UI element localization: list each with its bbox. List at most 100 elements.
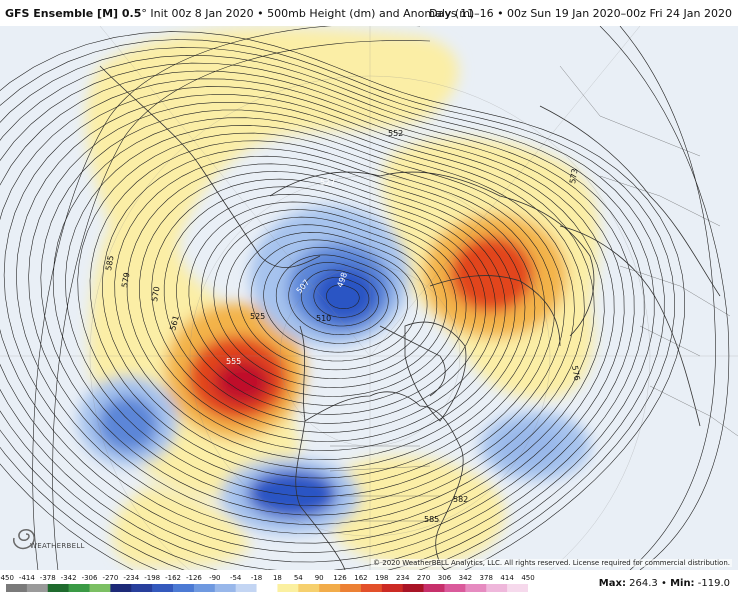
height-contour-line (28, 102, 595, 525)
logo-wordmark: WEATHERBELL (30, 542, 85, 550)
greenland-coastline (404, 321, 467, 422)
meridian-a (99, 26, 371, 357)
contour-label-573: 573 (568, 168, 580, 185)
height-contour-line (0, 31, 686, 570)
negative-anomaly-western-us-core (247, 470, 337, 518)
height-contour-line (114, 155, 526, 461)
colorbar-tick-label: 306 (437, 574, 452, 582)
colorbar-tick-label: -18 (250, 574, 263, 582)
colorbar-swatch (360, 584, 383, 592)
colorbar-swatch (381, 584, 404, 592)
height-contour-line (52, 117, 575, 507)
height-contour-line (225, 224, 438, 380)
colorbar-tick-label: -414 (18, 574, 35, 582)
height-contour-line (300, 269, 379, 327)
colorbar-tick-label: -306 (81, 574, 98, 582)
height-contour-line (40, 109, 585, 516)
colorbar-swatch (423, 584, 445, 592)
contour-label-555: 555 (226, 357, 241, 366)
colorbar-swatch (26, 584, 49, 592)
field-statistics: Max: 264.3 • Min: -119.0 (599, 578, 730, 589)
colorbar-swatch (256, 584, 278, 592)
height-contour-line (77, 132, 555, 488)
map-title: GFS Ensemble [M] 0.5° Init 00z 8 Jan 202… (5, 7, 474, 20)
negative-anomaly-arctic-peak (313, 266, 377, 322)
header-bar: GFS Ensemble [M] 0.5° Init 00z 8 Jan 202… (0, 0, 738, 26)
height-contour-line (599, 26, 730, 570)
height-contour-line (102, 148, 536, 470)
colorbar-tick-label: -162 (165, 574, 181, 582)
max-value: 264.3 (629, 578, 658, 589)
height-contour-line (619, 26, 716, 570)
height-contours (0, 26, 730, 570)
colorbar-swatch (89, 584, 111, 592)
colorbar-tick-label: 378 (479, 574, 493, 582)
colorbar-swatch (235, 584, 257, 592)
colorbar-tick-label: 18 (272, 574, 282, 582)
height-contour-line (250, 239, 418, 362)
height-contour-line (15, 94, 605, 535)
height-contour-line (263, 247, 409, 353)
contour-label-510: 510 (316, 314, 331, 323)
colorbar-tick-label: 270 (416, 574, 431, 582)
height-contour-line (163, 186, 487, 424)
height-contour-line (275, 254, 399, 344)
height-contour-line (32, 26, 420, 570)
colorbar-tick-label: 90 (314, 574, 324, 582)
colorbar-swatch (214, 584, 236, 592)
colorbar-swatch (486, 584, 508, 592)
weatherbell-logo (13, 529, 35, 550)
height-contour-line (0, 78, 625, 553)
min-value: -119.0 (697, 578, 730, 589)
positive-anomaly-ne-pacific-peak (214, 360, 270, 404)
colorbar-swatch (152, 584, 174, 592)
colorbar-swatch (68, 584, 90, 592)
colorbar-swatch (6, 584, 28, 592)
model-name: GFS Ensemble [M] 0.5 (5, 7, 142, 20)
height-contour-line (313, 277, 370, 318)
height-contour-line (52, 40, 431, 570)
colorbar-tick-label: -90 (209, 574, 221, 582)
colorbar-swatch (444, 584, 466, 592)
contour-label-552: 552 (388, 129, 403, 138)
europe-coastline (539, 105, 721, 427)
title-details: ° Init 00z 8 Jan 2020 • 500mb Height (dm… (141, 7, 475, 20)
height-contour-line (89, 140, 546, 479)
contour-label-570: 570 (150, 286, 162, 303)
contour-label-579: 579 (120, 272, 132, 289)
negative-anomaly-central-pacific-core (98, 396, 158, 452)
height-contour-line (326, 284, 360, 309)
colorbar-swatch (402, 584, 424, 592)
colorbar-tick-label: 450 (521, 574, 535, 582)
contour-label-525: 525 (250, 312, 265, 321)
colorbar-swatch (465, 584, 487, 592)
colorbar-swatch (507, 584, 528, 592)
colorbar-swatch (110, 584, 132, 592)
anomaly-colorbar (6, 584, 528, 592)
max-label: Max: (598, 578, 626, 589)
colorbar-swatch (340, 584, 362, 592)
logo-swirl-icon (13, 529, 35, 550)
negative-anomaly-atlantic-core (498, 426, 562, 466)
height-contour-line (65, 125, 565, 497)
colorbar-tick-label: -378 (39, 574, 56, 582)
colorbar-swatch (131, 584, 153, 592)
colorbar-swatch (47, 584, 69, 592)
height-contour-line (139, 171, 506, 442)
height-contour-line (176, 193, 477, 415)
stats-separator: • (660, 578, 667, 589)
colorbar-tick-label: -54 (229, 574, 242, 582)
height-contour-line (151, 178, 496, 433)
contour-label-576: 576 (570, 365, 582, 382)
colorbar-tick-label: -126 (185, 574, 202, 582)
contour-label-582: 582 (453, 495, 468, 504)
colorbar-tick-label: 414 (500, 574, 514, 582)
height-contour-line (0, 62, 645, 570)
colorbar-tick-label: -450 (0, 574, 14, 582)
colorbar-swatch (298, 584, 320, 592)
height-contour-line (3, 86, 615, 544)
colorbar-swatch (173, 584, 195, 592)
height-contour-line (188, 201, 467, 406)
graticule (0, 26, 738, 570)
height-contour-line (288, 262, 389, 335)
